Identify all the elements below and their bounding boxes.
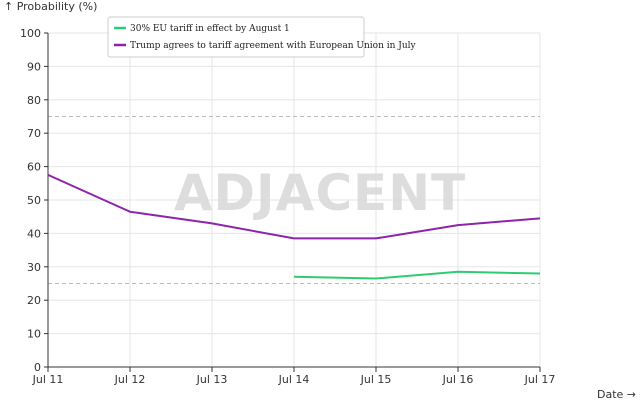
x-tick-label: Jul 16 [442,373,474,386]
x-tick-label: Jul 11 [32,373,64,386]
x-tick-label: Jul 15 [360,373,392,386]
y-tick-label: 90 [27,60,41,73]
y-tick-label: 0 [34,361,41,374]
y-tick-label: 10 [27,328,41,341]
y-tick-label: 70 [27,127,41,140]
watermark: ADJACENT [174,164,466,222]
x-axis-title: Date → [597,388,636,400]
reference-lines [48,116,540,284]
legend-label-1: Trump agrees to tariff agreement with Eu… [130,41,417,51]
y-tick-label: 30 [27,261,41,274]
series-line-0 [293,270,541,280]
legend-box [107,16,365,58]
x-tick-label: Jul 13 [196,373,228,386]
y-tick-label: 100 [20,27,41,40]
x-tick-label: Jul 12 [114,373,146,386]
y-tick-label: 80 [27,94,41,107]
series-line-1 [47,173,541,240]
x-tick-label: Jul 14 [278,373,310,386]
y-tick-label: 50 [27,194,41,207]
x-axis-ticks: Jul 11 Jul 12 Jul 13 Jul 14 Jul 15 Jul 16 Jul … [32,367,556,386]
y-tick-label: 60 [27,161,41,174]
legend-label-0: 30% EU tariff in effect by August 1 [130,24,290,34]
y-tick-label: 40 [27,227,41,240]
y-axis-ticks: 0 10 20 30 40 50 60 70 80 90 100 [20,27,48,374]
y-axis-title: ↑ Probability (%) [4,0,97,13]
series-lines [47,173,541,280]
legend: 30% EU tariff in effect by August 1 Trum… [107,16,417,58]
y-tick-label: 20 [27,294,41,307]
x-tick-label: Jul 17 [524,373,556,386]
